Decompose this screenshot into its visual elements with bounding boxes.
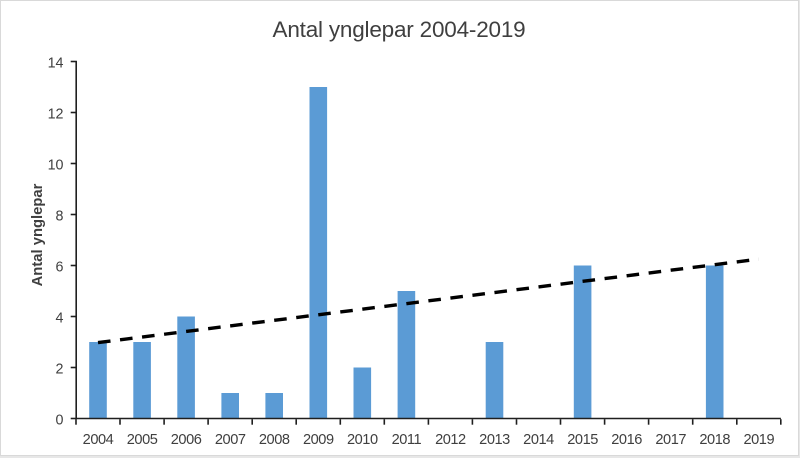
svg-text:2015: 2015: [567, 432, 598, 448]
svg-text:Antal ynglepar: Antal ynglepar: [30, 183, 46, 286]
svg-text:12: 12: [48, 107, 64, 123]
svg-text:0: 0: [56, 413, 64, 429]
svg-text:2013: 2013: [479, 432, 510, 448]
svg-text:2016: 2016: [611, 432, 642, 448]
svg-text:2011: 2011: [392, 432, 422, 448]
svg-text:2017: 2017: [655, 432, 686, 448]
svg-text:8: 8: [56, 209, 64, 225]
svg-text:10: 10: [48, 158, 64, 174]
svg-text:2004: 2004: [83, 432, 114, 448]
svg-text:2007: 2007: [215, 432, 246, 448]
svg-text:2018: 2018: [699, 432, 730, 448]
svg-text:Antal ynglepar 2004-2019: Antal ynglepar 2004-2019: [273, 17, 526, 42]
svg-text:4: 4: [56, 311, 64, 327]
svg-text:2: 2: [56, 362, 64, 378]
svg-text:2019: 2019: [743, 432, 774, 448]
svg-text:14: 14: [48, 56, 64, 72]
svg-text:6: 6: [56, 260, 64, 276]
svg-text:2010: 2010: [347, 432, 378, 448]
svg-text:2014: 2014: [523, 432, 554, 448]
svg-text:2012: 2012: [435, 432, 466, 448]
svg-text:2008: 2008: [259, 432, 290, 448]
svg-text:2006: 2006: [171, 432, 202, 448]
svg-text:2005: 2005: [127, 432, 158, 448]
svg-text:2009: 2009: [303, 432, 334, 448]
